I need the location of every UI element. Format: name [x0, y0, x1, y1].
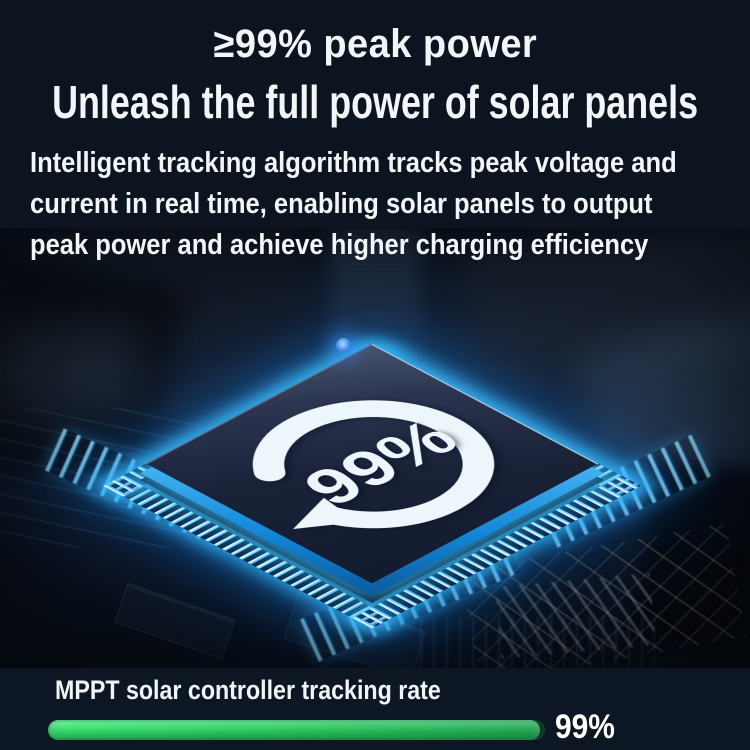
light-streaks: [420, 616, 655, 668]
description-line-2: current in real time, enabling solar pan…: [30, 188, 653, 220]
tracking-progress-bar: [48, 719, 545, 740]
chip-badge: 99%: [147, 345, 597, 583]
headline-unleash: Unleash the full power of solar panels: [52, 76, 698, 128]
glow-dot: [336, 338, 351, 353]
headline-large-row: Unleash the full power of solar panels: [0, 67, 750, 129]
hero-description: Intelligent tracking algorithm tracks pe…: [0, 145, 750, 268]
tracking-panel: MPPT solar controller tracking rate 99%: [0, 668, 750, 750]
tracking-bar-row: 99%: [48, 708, 623, 749]
small-ic-chip: [114, 582, 236, 660]
chip-3d: 99%: [103, 343, 641, 629]
circuit-board-photo: 99%: [0, 228, 750, 668]
hero-text-block: ≥99% peak power Unleash the full power o…: [0, 0, 750, 268]
tracking-progress-fill: [48, 719, 541, 740]
description-line-3: peak power and achieve higher charging e…: [30, 229, 649, 261]
tracking-rate-label: MPPT solar controller tracking rate: [55, 675, 441, 705]
chip-top-surface: 99%: [145, 343, 599, 584]
headline-small-row: ≥99% peak power: [0, 0, 750, 67]
headline-peak-power: ≥99% peak power: [213, 22, 537, 66]
blurred-highlight: [0, 328, 138, 418]
rotate-ccw-arrow-icon: [252, 400, 495, 530]
tracking-percent: 99%: [555, 708, 615, 746]
description-line-1: Intelligent tracking algorithm tracks pe…: [30, 147, 677, 179]
